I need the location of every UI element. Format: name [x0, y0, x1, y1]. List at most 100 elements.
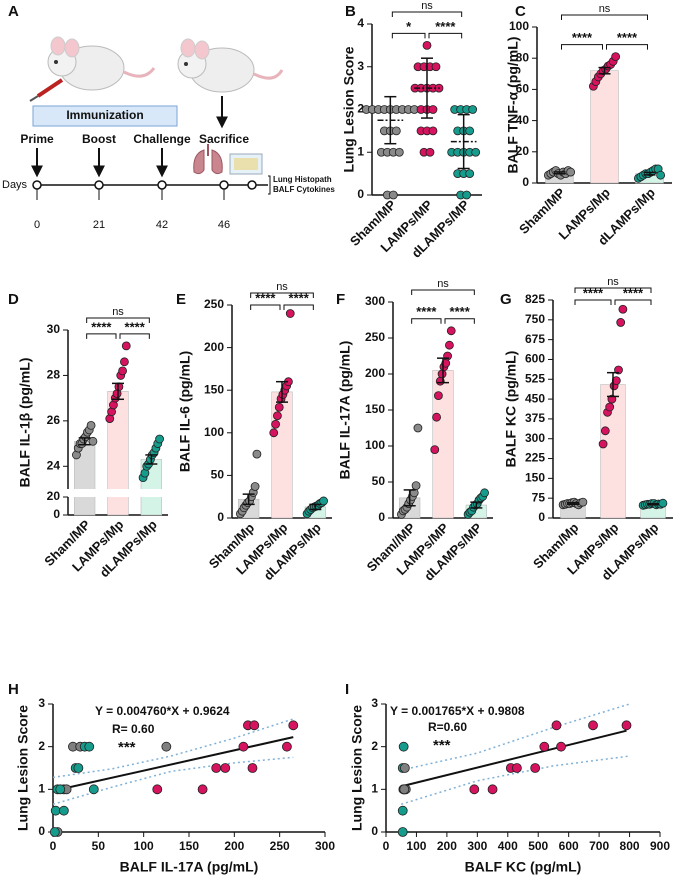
point [431, 62, 441, 72]
x-tick-label: 300 [315, 839, 335, 853]
y-tick-label: 0 [38, 824, 45, 838]
point [155, 434, 164, 444]
day-label: 0 [34, 219, 40, 231]
y-tick-label: 375 [525, 411, 545, 425]
point [273, 411, 282, 421]
y-tick-label: 0 [371, 824, 378, 838]
y-tick-label: 150 [204, 382, 224, 396]
y-tick-label: 100 [365, 438, 385, 452]
y-tick-label: 3 [38, 696, 45, 710]
point [58, 805, 69, 816]
sig-bracket [391, 32, 426, 39]
x-tick-label: 200 [437, 839, 457, 853]
point [578, 497, 588, 507]
endpoint-label: Lung Histopath [273, 175, 332, 184]
day-label: 21 [93, 219, 105, 231]
x-tick-label: 50 [92, 839, 106, 853]
day-label: 42 [156, 219, 168, 231]
axis-break [69, 489, 169, 497]
point [487, 784, 498, 795]
y-tick-label: 0 [538, 510, 545, 524]
annotation: *** [433, 737, 451, 754]
point [391, 126, 401, 136]
point [480, 488, 489, 498]
sig-label: **** [125, 319, 146, 334]
point [437, 369, 447, 379]
plate-icon [234, 158, 258, 170]
timeline-node [219, 180, 229, 190]
point [512, 763, 522, 773]
sig-label: **** [623, 285, 644, 300]
y-tick-label: 40 [516, 113, 530, 127]
point [469, 784, 480, 795]
annotation: R= 0.60 [112, 722, 155, 736]
event-label: Prime [20, 132, 54, 146]
panel-label: D [8, 291, 19, 308]
x-tick-label: 700 [589, 839, 609, 853]
point [462, 190, 472, 200]
y-tick-label: 225 [525, 451, 545, 465]
sig-label: **** [91, 319, 112, 334]
y-tick-label: 1 [371, 782, 378, 796]
point [658, 498, 668, 508]
y-tick-label: 675 [525, 332, 545, 346]
y-tick-label: 450 [525, 391, 545, 405]
panel-label: B [345, 3, 356, 20]
point [388, 190, 398, 200]
point [432, 412, 441, 422]
y-tick-label: 200 [365, 366, 385, 380]
sig-bracket [86, 317, 150, 323]
x-axis-title: BALF KC (pg/mL) [465, 859, 582, 875]
y-tick-label: 0 [357, 187, 364, 201]
y-tick-label: 600 [525, 352, 545, 366]
sig-label: **** [416, 304, 437, 319]
annotation: R=0.60 [428, 720, 467, 734]
point [397, 827, 408, 837]
fit-line [402, 729, 627, 787]
point [220, 763, 231, 773]
y-tick-label: 100 [509, 19, 529, 33]
point [394, 147, 404, 157]
point [55, 784, 66, 795]
event-label: Sacrifice [199, 132, 249, 146]
point [428, 126, 438, 136]
sig-label: ns [607, 276, 619, 288]
point [551, 720, 562, 731]
fit-line [54, 736, 294, 792]
sig-label: ns [437, 278, 449, 290]
y-tick-label: 2 [38, 739, 45, 753]
x-tick-label: 150 [179, 839, 199, 853]
event-label: Challenge [133, 132, 191, 146]
sig-label: **** [572, 30, 593, 45]
point [656, 170, 666, 180]
sig-bracket [574, 299, 612, 305]
confidence-band [401, 755, 630, 805]
panel-label: H [8, 681, 19, 698]
y-tick-label: 2 [357, 102, 364, 116]
y-tick-label: 3 [357, 59, 364, 73]
point [434, 391, 443, 401]
sig-bracket [411, 318, 442, 324]
x-tick-label: 800 [620, 839, 640, 853]
y-tick-label: 50 [372, 474, 386, 488]
x-tick-label: 400 [498, 839, 518, 853]
point [249, 720, 260, 731]
sig-label: **** [255, 290, 276, 305]
panel-label: A [8, 3, 19, 20]
point [588, 720, 598, 731]
y-tick-label: 250 [204, 297, 224, 311]
y-tick-label: 0 [53, 507, 60, 521]
point [600, 426, 610, 436]
y-tick-label: 0 [522, 175, 529, 189]
sig-bracket [561, 44, 603, 50]
sig-label: **** [583, 285, 604, 300]
annotation: *** [118, 739, 136, 756]
point [250, 482, 260, 491]
y-tick-label: 4 [357, 16, 364, 30]
sig-bracket [250, 304, 281, 310]
y-tick-label: 1 [357, 144, 364, 158]
point [282, 741, 292, 752]
point [616, 318, 626, 327]
point [398, 741, 409, 752]
point [238, 741, 249, 752]
